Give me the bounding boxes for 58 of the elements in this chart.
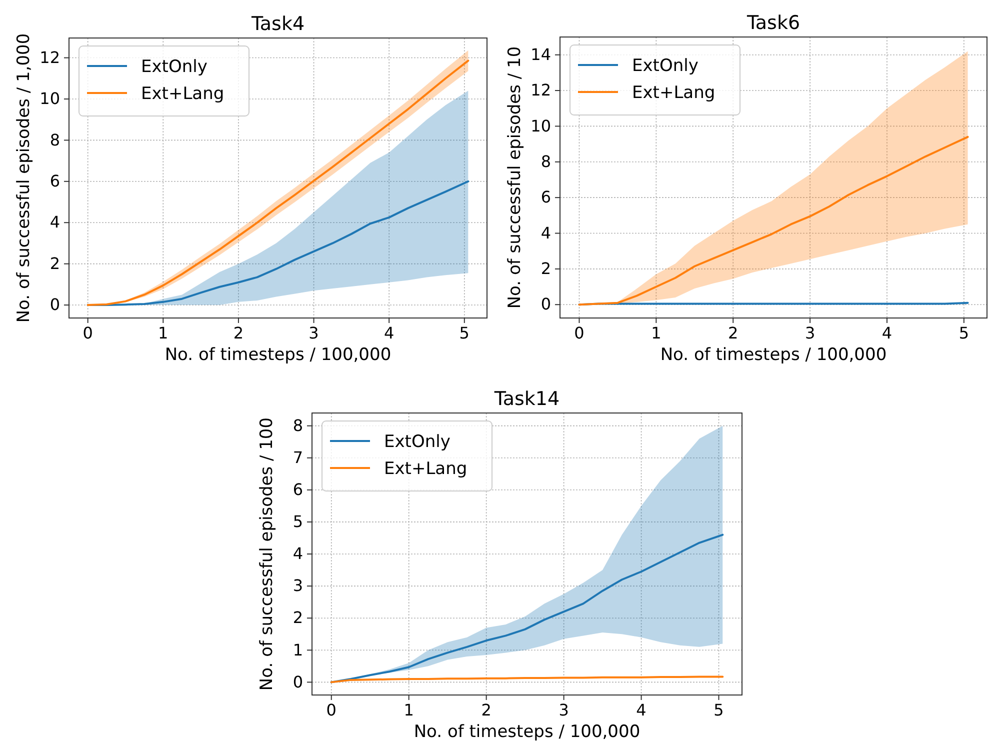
- y-tick-label: 4: [540, 223, 551, 242]
- legend-label: ExtOnly: [141, 57, 208, 77]
- y-tick-label: 6: [50, 172, 60, 191]
- chart-title: Task6: [746, 12, 800, 34]
- x-tick-label: 0: [82, 323, 93, 342]
- y-tick-label: 10: [530, 116, 551, 136]
- x-tick-label: 2: [233, 323, 244, 342]
- x-tick-label: 0: [574, 323, 584, 342]
- legend-label: ExtOnly: [632, 56, 698, 76]
- x-tick-label: 4: [384, 323, 394, 342]
- legend-label: Ext+Lang: [384, 459, 468, 479]
- y-tick-label: 1: [292, 640, 303, 660]
- y-tick-label: 12: [530, 80, 551, 100]
- x-tick-label: 4: [636, 700, 646, 720]
- y-tick-label: 14: [530, 44, 551, 64]
- y-tick-label: 6: [540, 188, 551, 207]
- legend-label: Ext+Lang: [141, 84, 224, 104]
- y-axis-title: No. of successful episodes / 1,000: [14, 33, 34, 323]
- y-tick-label: 0: [50, 295, 60, 314]
- x-tick-label: 3: [804, 323, 816, 342]
- y-tick-label: 4: [50, 212, 60, 232]
- y-tick-label: 5: [292, 512, 303, 532]
- x-tick-label: 2: [481, 700, 492, 720]
- x-axis-title: No. of timesteps / 100,000: [414, 722, 640, 742]
- chart-title: Task4: [250, 13, 305, 35]
- y-tick-label: 6: [292, 480, 303, 500]
- y-tick-label: 4: [292, 544, 303, 564]
- x-axis-title: No. of timesteps / 100,000: [164, 345, 392, 365]
- x-tick-label: 5: [714, 700, 724, 720]
- x-tick-label: 1: [158, 323, 168, 342]
- line-series: [578, 136, 969, 306]
- y-tick-label: 3: [292, 576, 303, 596]
- y-tick-label: 0: [540, 294, 551, 314]
- legend-label: ExtOnly: [384, 432, 450, 452]
- legend-label: Ext+Lang: [632, 83, 716, 103]
- y-tick-label: 8: [50, 130, 60, 150]
- x-tick-label: 2: [728, 323, 738, 342]
- y-tick-label: 7: [292, 448, 303, 467]
- y-tick-label: 2: [540, 259, 551, 278]
- y-axis-title: No. of successful episodes / 10: [505, 46, 525, 309]
- x-tick-label: 3: [308, 323, 319, 342]
- y-tick-label: 2: [292, 608, 303, 628]
- x-tick-label: 1: [404, 700, 414, 720]
- x-tick-label: 0: [326, 700, 336, 720]
- x-axis-title: No. of timesteps / 100,000: [660, 345, 887, 365]
- x-tick-label: 5: [958, 323, 970, 342]
- y-tick-label: 10: [40, 89, 60, 108]
- x-tick-label: 3: [558, 700, 569, 720]
- y-tick-label: 2: [50, 254, 60, 273]
- y-tick-label: 0: [292, 672, 303, 692]
- x-tick-label: 4: [882, 323, 892, 342]
- y-tick-label: 12: [40, 48, 60, 67]
- y-tick-label: 8: [540, 152, 551, 172]
- y-tick-label: 8: [292, 416, 303, 435]
- x-tick-label: 1: [651, 323, 662, 342]
- y-axis-title: No. of successful episodes / 100: [257, 417, 277, 691]
- chart-title: Task14: [493, 388, 560, 410]
- x-tick-label: 5: [459, 323, 470, 342]
